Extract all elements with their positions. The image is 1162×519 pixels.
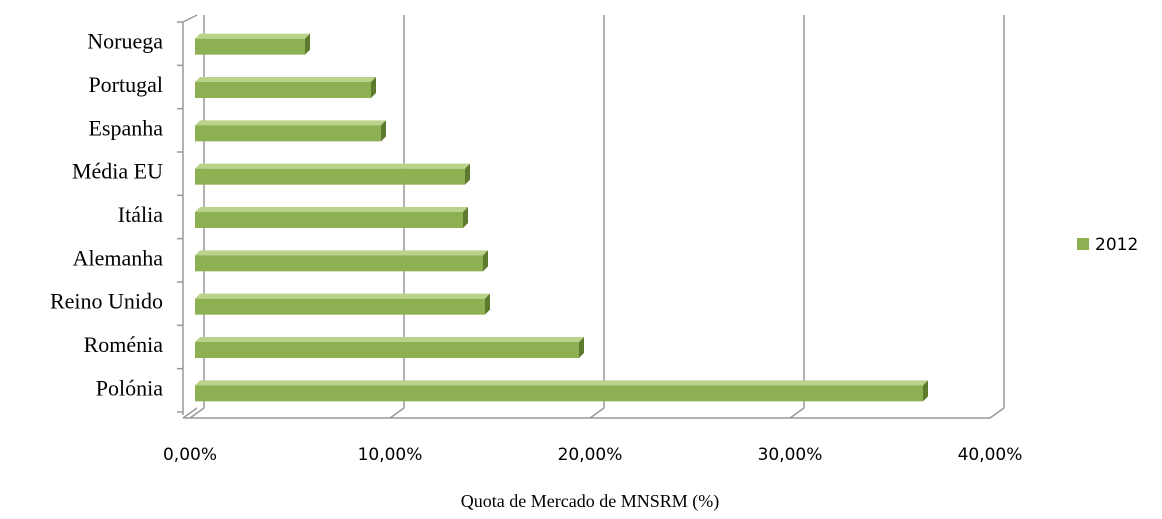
left-wall-top [182,14,198,23]
legend-swatch [1077,238,1089,250]
floor-left [182,407,198,419]
floor-tick [989,407,1005,419]
y-tick-label: Polónia [96,375,163,400]
y-tick-label: Reino Unido [50,289,163,314]
bar-top [195,337,584,342]
bar-top [195,77,376,82]
x-tick-label: 10,00% [358,445,423,465]
bar [195,38,305,55]
bar-end [483,250,488,272]
bar-top [195,293,490,299]
legend-label: 2012 [1095,235,1138,255]
bar-top [195,380,928,386]
bar [195,255,483,272]
bar-end [923,380,928,402]
bar-end [371,77,376,98]
floor-tick [189,407,205,419]
x-tick-label: 30,00% [758,445,823,465]
bar [195,298,485,315]
bar-end [485,293,490,315]
floor-tick [389,407,405,419]
bar-end [305,33,310,55]
bar-top [195,33,310,39]
x-axis-label: Quota de Mercado de MNSRM (%) [461,491,719,512]
y-tick-label: Média EU [72,159,163,184]
bar [195,385,923,402]
bar [195,125,381,142]
floor-tick [589,407,605,419]
bar [195,82,371,98]
floor-tick [789,407,805,419]
bar-end [463,207,468,228]
bar-top [195,120,386,126]
bar-top [195,207,468,212]
bar-end [579,337,584,358]
bar-top [195,250,488,256]
x-tick-label: 20,00% [558,445,623,465]
bar [195,342,579,358]
y-tick-label: Itália [118,202,163,227]
bar [195,212,463,228]
y-tick-label: Espanha [88,115,163,140]
bar-end [465,163,470,185]
x-tick-label: 0,00% [163,445,217,465]
bar-top [195,163,470,169]
y-tick-label: Portugal [88,72,163,97]
y-tick-label: Roménia [84,332,164,357]
y-tick-label: Alemanha [73,245,164,270]
bar [195,168,465,185]
y-tick-label: Noruega [87,29,163,54]
x-tick-label: 40,00% [958,445,1023,465]
bar-end [381,120,386,142]
